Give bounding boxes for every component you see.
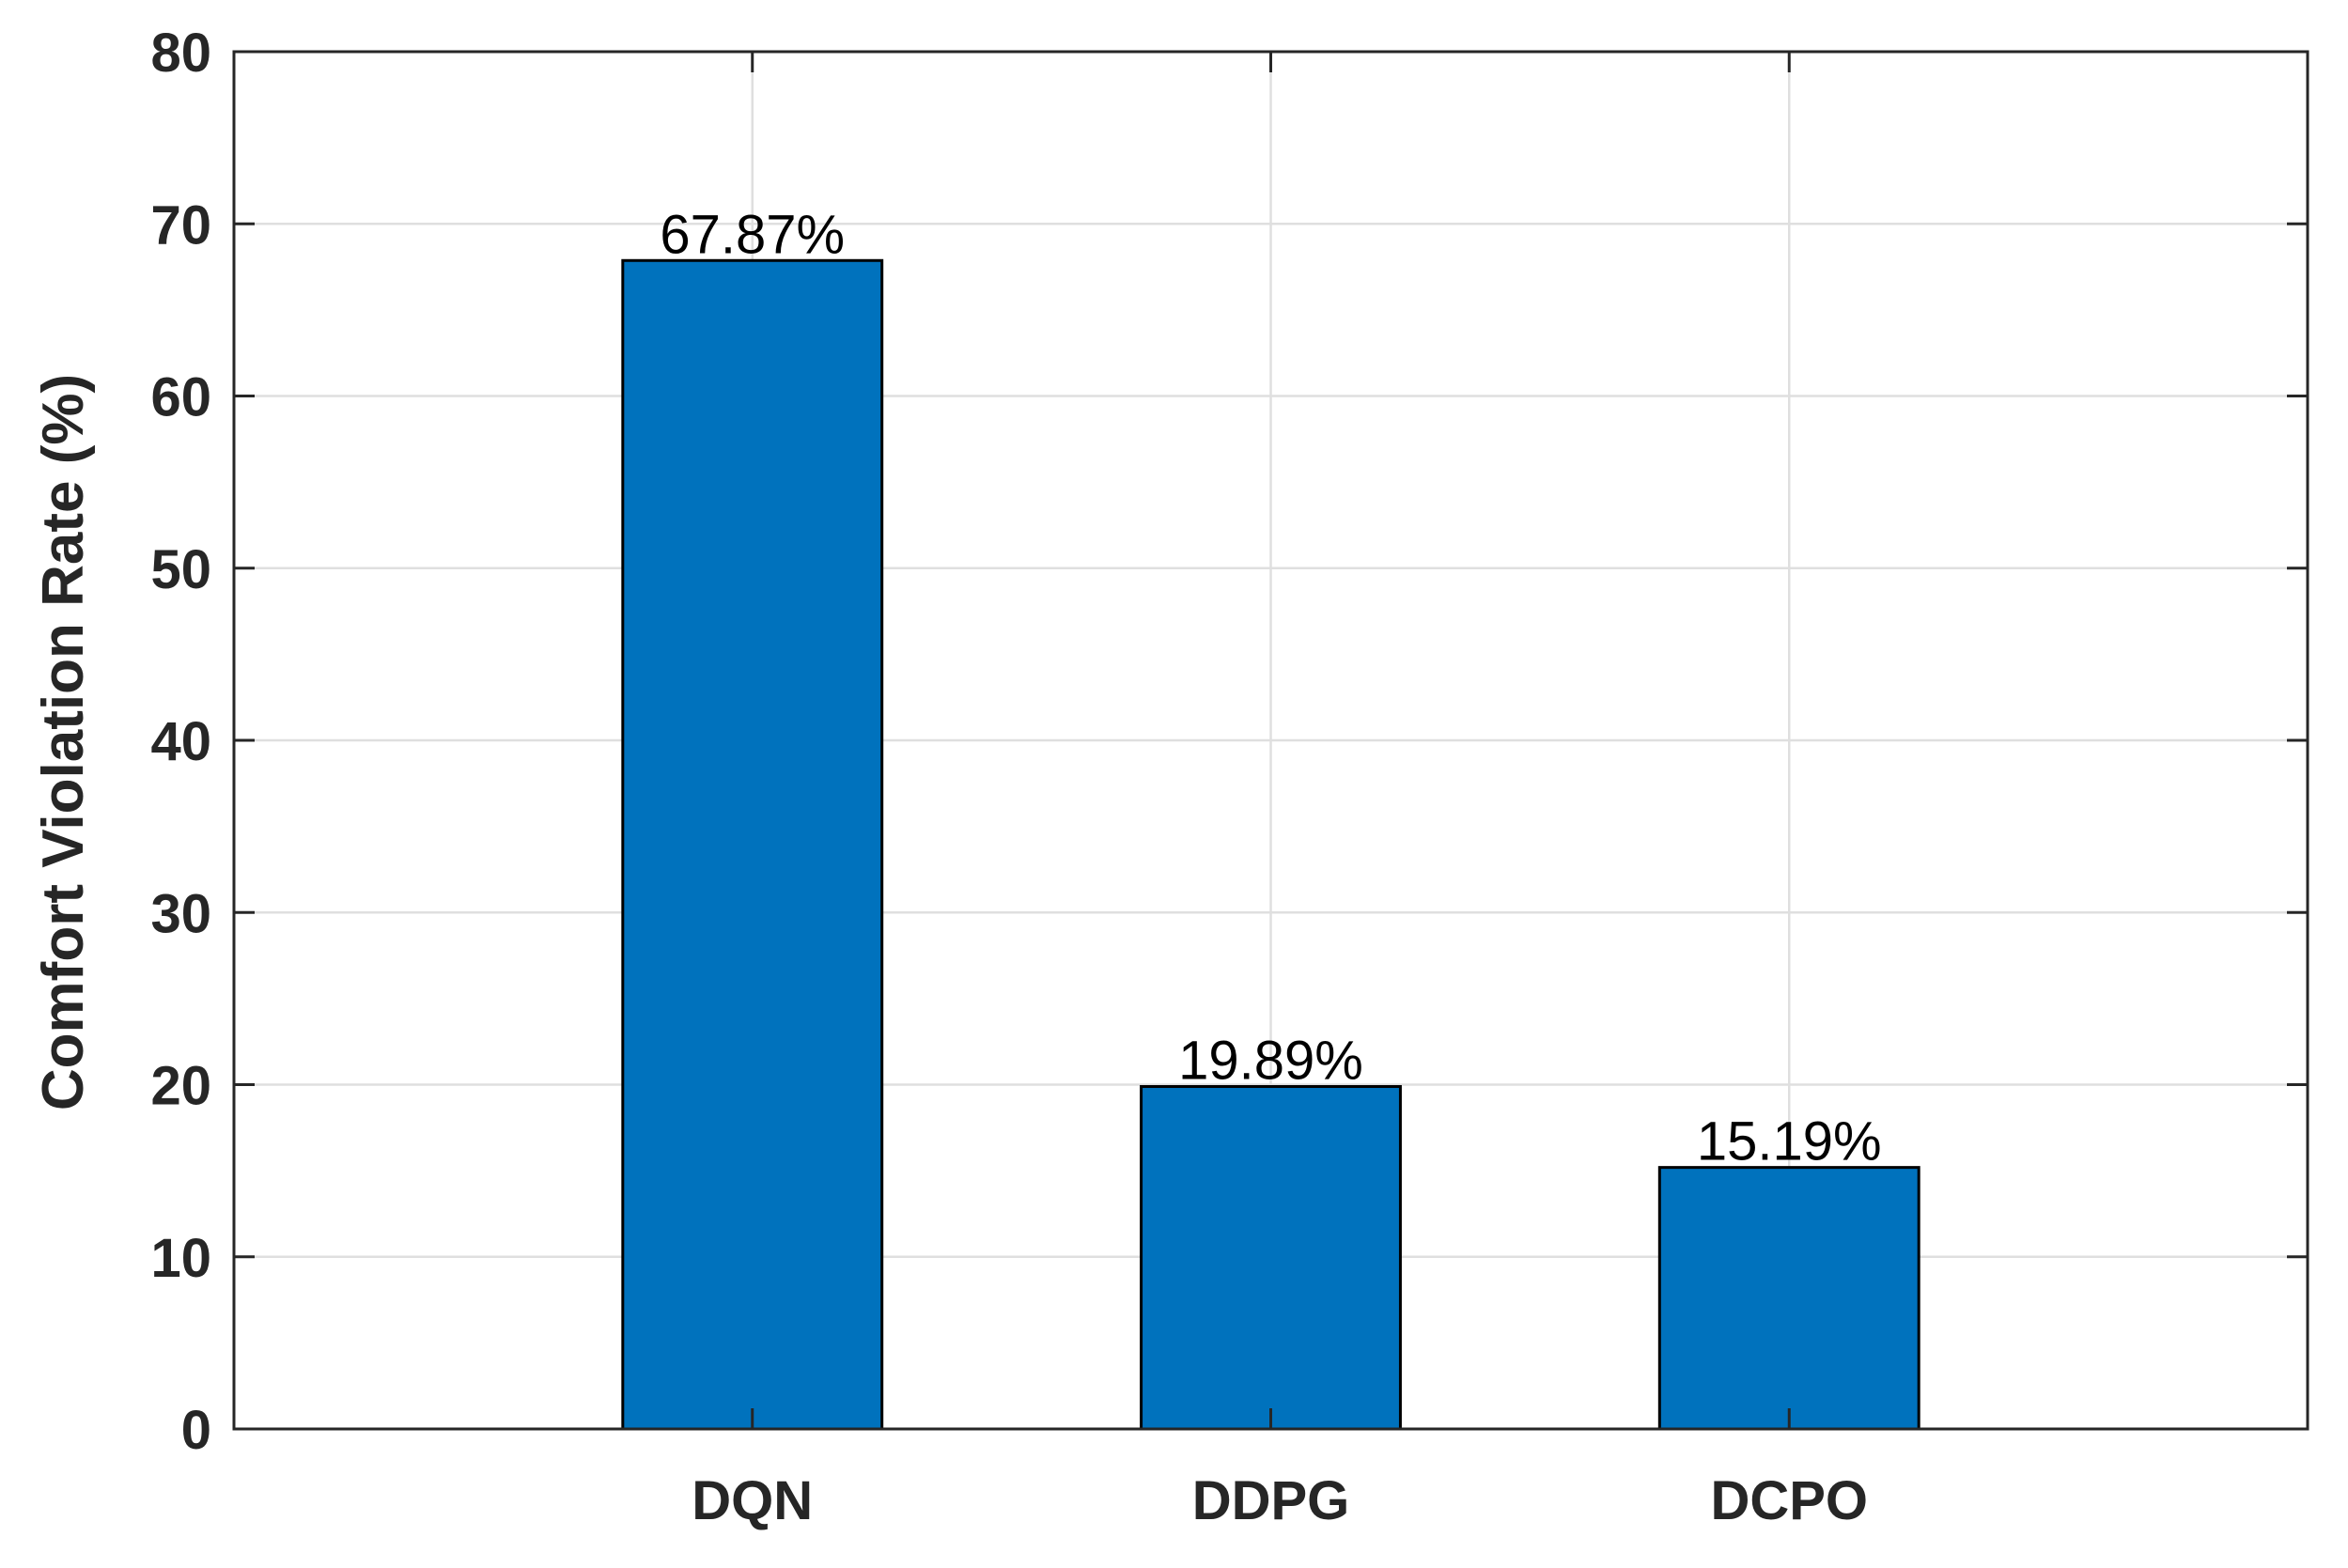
bar-dcpo (1657, 1166, 1920, 1431)
y-tick-label: 10 (150, 1228, 211, 1289)
bar-dqn (621, 258, 884, 1431)
data-label-ddpg: 19.89% (1178, 1031, 1363, 1092)
y-tick-label: 20 (150, 1056, 211, 1117)
x-tick-label-dqn: DQN (692, 1470, 813, 1531)
y-tick-label: 60 (150, 367, 211, 428)
y-tick-label: 0 (181, 1400, 211, 1461)
y-axis-title: Comfort Violation Rate (%) (31, 374, 96, 1110)
data-label-dcpo: 15.19% (1697, 1111, 1882, 1172)
axes (232, 50, 2309, 1431)
y-tick-label: 40 (150, 711, 211, 772)
data-label-dqn: 67.87% (660, 204, 845, 265)
y-tick-label: 80 (150, 23, 211, 84)
bar-ddpg (1140, 1085, 1402, 1431)
labels: 0 10 20 30 40 50 60 70 80 DQN DDPG DCPO 67.87% 19.89%… (150, 23, 1881, 1531)
y-tick-label: 70 (150, 194, 211, 256)
y-tick-label: 50 (150, 539, 211, 600)
y-tick-label: 30 (150, 883, 211, 944)
x-tick-label-ddpg: DDPG (1192, 1470, 1350, 1531)
x-tick-label-dcpo: DCPO (1710, 1470, 1868, 1531)
